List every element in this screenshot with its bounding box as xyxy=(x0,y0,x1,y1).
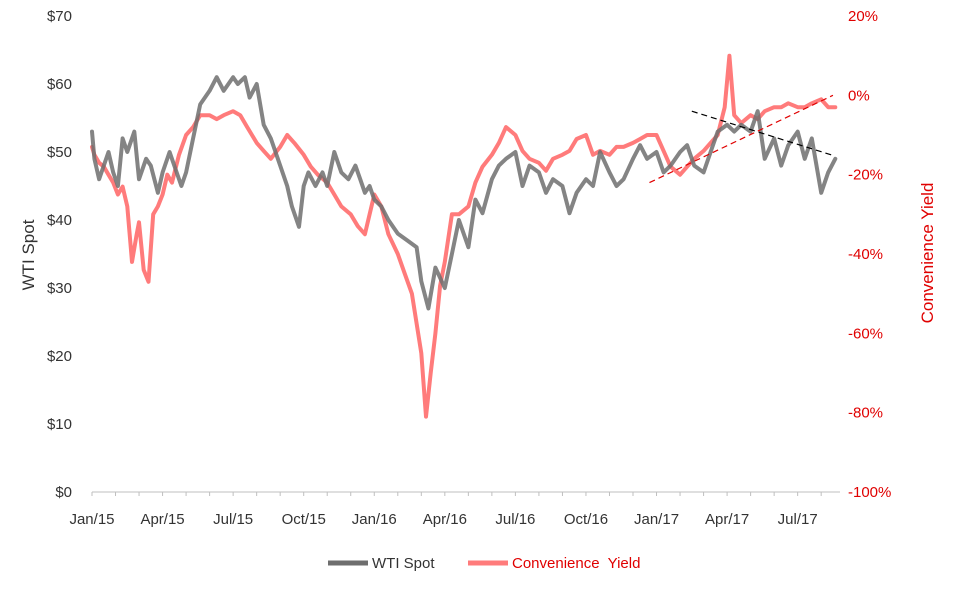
x-tick-label: Jul/17 xyxy=(778,511,818,528)
left-tick-label: $50 xyxy=(47,144,72,161)
x-tick-label: Jan/17 xyxy=(634,511,679,528)
x-tick-label: Apr/16 xyxy=(423,511,467,528)
trendline-wti-spot xyxy=(691,110,834,156)
series-layer xyxy=(90,53,838,419)
left-y-axis: $0 $10 $20 $30 $40 $50 $60 $70 xyxy=(47,8,72,501)
series-line-wti-spot xyxy=(90,75,838,311)
left-axis-title: WTI Spot xyxy=(19,219,38,290)
right-tick-label: -20% xyxy=(848,167,883,184)
series-line-convenience-yield xyxy=(90,53,838,419)
right-axis-title: Convenience Yield xyxy=(918,183,937,324)
right-tick-label: -100% xyxy=(848,484,891,501)
x-tick-label: Oct/16 xyxy=(564,511,608,528)
x-tick-label: Jul/16 xyxy=(495,511,535,528)
left-tick-label: $70 xyxy=(47,8,72,25)
x-tick-label: Jul/15 xyxy=(213,511,253,528)
legend: WTI Spot Convenience Yield xyxy=(328,555,640,572)
x-tick-label: Apr/15 xyxy=(140,511,184,528)
x-tick-label: Jan/16 xyxy=(352,511,397,528)
left-tick-label: $20 xyxy=(47,348,72,365)
legend-label-wti: WTI Spot xyxy=(372,555,435,572)
right-y-axis: -100% -80% -60% -40% -20% 0% 20% xyxy=(848,8,891,501)
legend-label-cy: Convenience Yield xyxy=(512,555,640,572)
left-tick-label: $10 xyxy=(47,416,72,433)
left-tick-label: $30 xyxy=(47,280,72,297)
left-tick-label: $40 xyxy=(47,212,72,229)
trendline-layer xyxy=(649,94,834,184)
left-tick-label: $60 xyxy=(47,76,72,93)
x-tick-label: Apr/17 xyxy=(705,511,749,528)
x-tick-label: Oct/15 xyxy=(282,511,326,528)
right-tick-label: 20% xyxy=(848,8,878,25)
x-tick-label: Jan/15 xyxy=(69,511,114,528)
right-tick-label: -80% xyxy=(848,405,883,422)
right-tick-label: 0% xyxy=(848,87,870,104)
right-tick-label: -60% xyxy=(848,325,883,342)
right-tick-label: -40% xyxy=(848,246,883,263)
trendline-convenience-yield xyxy=(649,94,834,184)
left-tick-label: $0 xyxy=(55,484,72,501)
x-axis: Jan/15 Apr/15 Jul/15 Oct/15 Jan/16 Apr/16 Jul/… xyxy=(69,491,840,528)
